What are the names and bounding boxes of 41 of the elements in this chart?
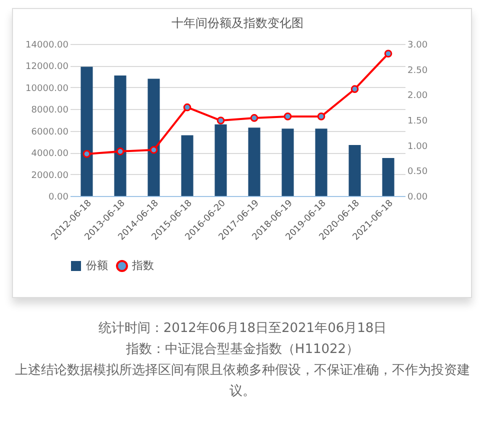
y-tick-label: 0.00: [48, 192, 69, 202]
point: [216, 116, 225, 124]
bar: [248, 128, 260, 196]
bar: [114, 75, 126, 196]
bar: [148, 78, 160, 196]
point: [150, 146, 158, 154]
bar: [181, 135, 194, 196]
y2-tick-label: 2.50: [408, 66, 428, 76]
point: [284, 112, 292, 120]
point: [350, 85, 359, 93]
point: [183, 103, 192, 112]
point: [116, 148, 124, 156]
point: [317, 112, 326, 120]
point: [250, 114, 258, 122]
y-tick-label: 14000.00: [26, 40, 69, 50]
text: 统计时间：2012年06月18日至2021年06月18日: [97, 320, 388, 338]
y2-tick-label: 0.00: [408, 192, 428, 202]
y-tick-label: 6000.00: [31, 127, 69, 138]
y2-tick-label: 1.50: [408, 116, 428, 126]
text: 指数：中证混合型基金指数（H11022）: [124, 341, 360, 359]
bar: [282, 128, 294, 196]
y-tick-label: 2000.00: [31, 170, 69, 181]
y-tick-label: 4000.00: [31, 149, 69, 160]
y2-tick-label: 2.00: [408, 91, 428, 102]
bar: [382, 158, 394, 196]
y-tick-label: 10000.00: [26, 84, 69, 94]
chart-title: 十年间份额及指数变化图: [172, 16, 304, 30]
text: 上述结论数据模拟所选择区间有限且依赖多种假设，不保证准确，不作为投资建议。: [14, 362, 471, 401]
y-tick-label: 8000.00: [31, 106, 69, 116]
y2-tick-label: 1.00: [408, 142, 428, 152]
y-tick-label: 12000.00: [26, 62, 69, 72]
y2-tick-label: 0.50: [408, 167, 428, 178]
bar: [214, 124, 227, 196]
bar: [80, 66, 93, 196]
legend-label: 份额: [86, 259, 108, 272]
bar: [315, 128, 328, 196]
y2-tick-label: 3.00: [408, 40, 428, 50]
legend-label: 指数: [131, 259, 154, 272]
point: [82, 150, 91, 158]
point: [384, 50, 392, 58]
bar: [348, 144, 361, 196]
